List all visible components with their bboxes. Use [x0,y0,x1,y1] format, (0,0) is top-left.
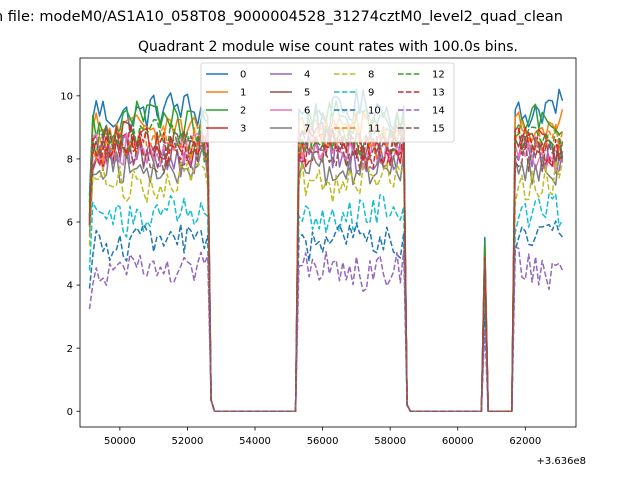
x-offset-label: +3.636e8 [536,456,586,467]
y-tick-label: 2 [67,344,73,355]
legend-label-12: 12 [432,70,445,81]
legend-label-1: 1 [240,88,246,99]
axes-layer: 50000 52000 54000 56000 58000 60000 62000 0 2 4 6 8… [60,57,586,467]
figure-suptitle: n file: modeM0/AS1A10_058T08_9000004528_… [0,9,563,25]
legend-label-5: 5 [304,88,310,99]
series-line-10 [88,220,564,412]
x-tick-label: 54000 [239,436,271,447]
legend-label-15: 15 [432,124,445,135]
x-tick-label: 50000 [104,436,136,447]
y-tick-label: 4 [67,281,73,292]
legend-label-7: 7 [304,124,310,135]
legend-label-3: 3 [240,124,246,135]
x-tick-label: 52000 [172,436,204,447]
legend-label-13: 13 [432,88,445,99]
x-tick-label: 62000 [509,436,541,447]
legend-label-9: 9 [368,88,374,99]
legend-label-10: 10 [368,106,381,117]
series-line-14 [88,246,564,412]
legend-label-8: 8 [368,70,374,81]
y-tick-label: 6 [67,218,73,229]
chart-title: Quadrant 2 module wise count rates with … [138,39,518,55]
legend-label-0: 0 [240,70,246,81]
plot-frame [79,57,577,428]
y-tick-label: 0 [67,407,73,418]
legend-label-14: 14 [432,106,445,117]
legend-label-6: 6 [304,106,310,117]
x-tick-label: 56000 [307,436,339,447]
legend-box [200,62,455,143]
x-tick-label: 60000 [442,436,474,447]
y-tick-label: 8 [67,155,73,166]
legend-label-11: 11 [368,124,381,135]
series-line-15 [88,129,564,412]
x-tick-label: 58000 [374,436,406,447]
legend-label-2: 2 [240,106,246,117]
y-tick-label: 10 [60,91,73,102]
legend-label-4: 4 [304,70,310,81]
